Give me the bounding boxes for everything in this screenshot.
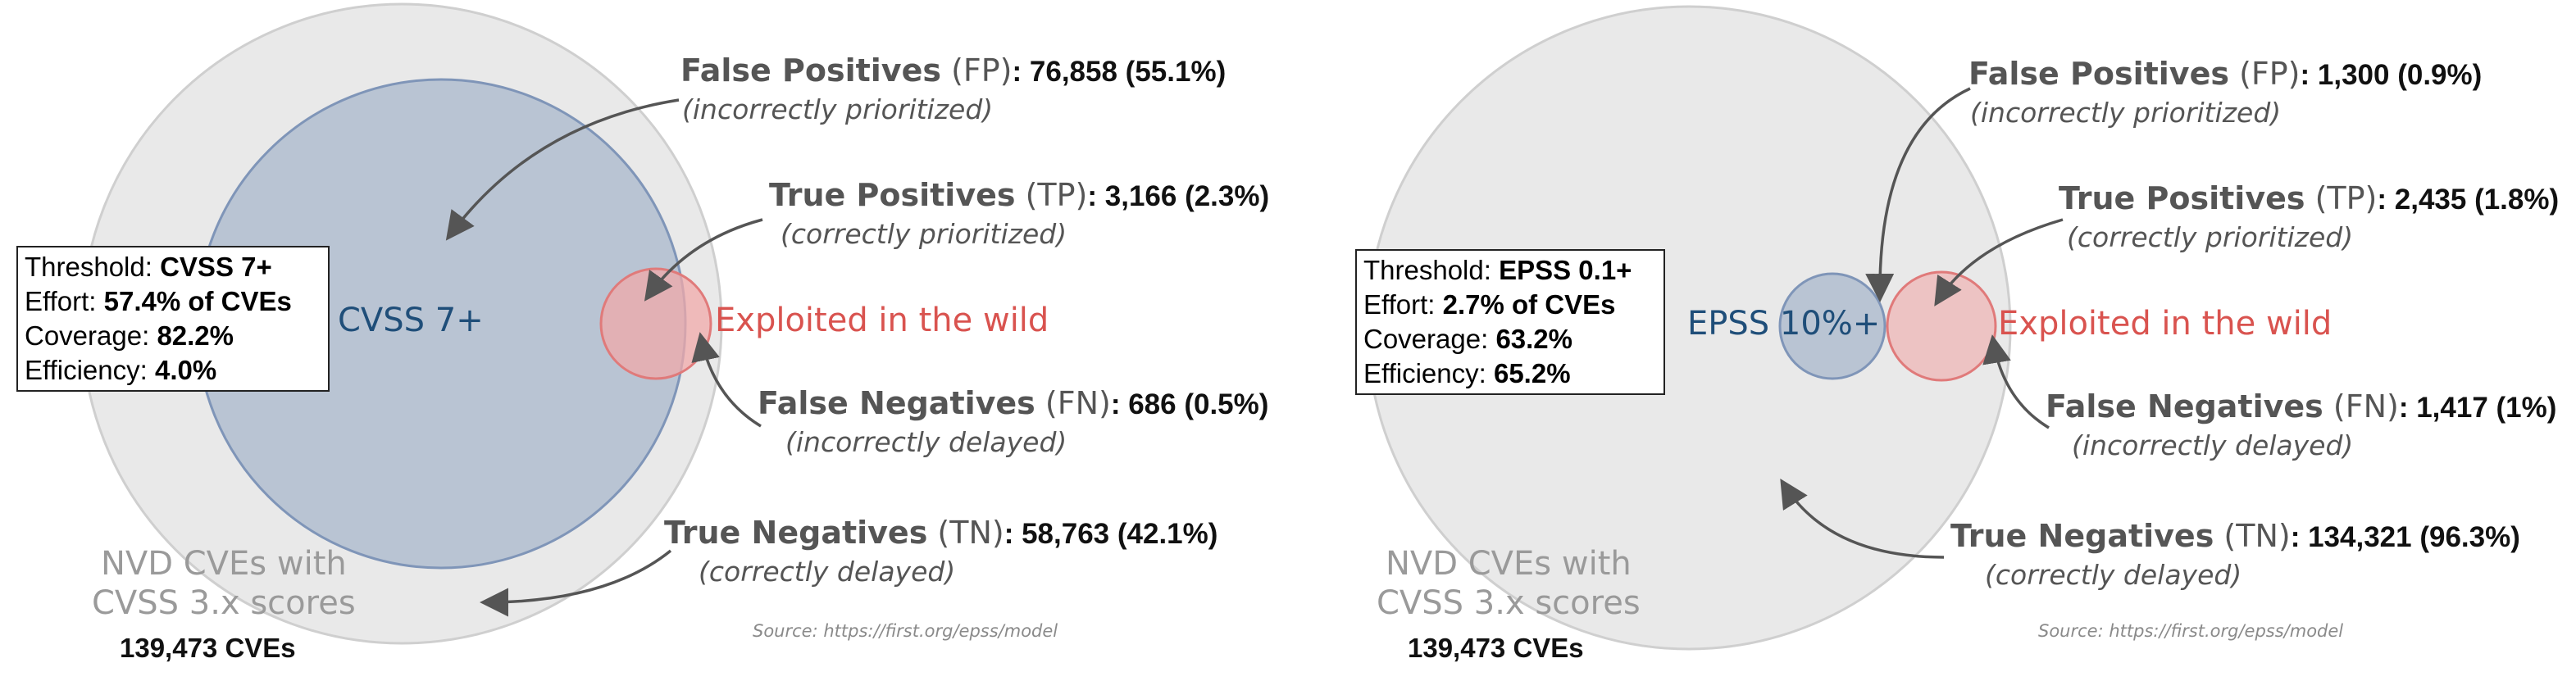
- coverage-value: 63.2%: [1495, 324, 1573, 354]
- fn-arrow: [691, 332, 762, 428]
- universe-label: NVD CVEs with CVSS 3.x scores: [1377, 545, 1641, 622]
- source-note: Source: https://first.org/epss/model: [753, 621, 1058, 641]
- tn-arrow: [480, 549, 672, 617]
- tn-arrow: [1780, 479, 1945, 559]
- fn-subtitle: (incorrectly delayed): [785, 426, 1067, 458]
- cvss-venn-diagram: [80, 2, 763, 645]
- cvss-panel: Threshold: CVSS 7+ Effort: 57.4% of CVEs…: [16, 2, 1270, 663]
- fp-arrow: [445, 98, 680, 241]
- efficiency-value: 65.2%: [1493, 358, 1571, 388]
- epss-venn-diagram: [1366, 5, 2064, 651]
- fn-label: False Negatives (FN): 686 (0.5%): [758, 385, 1269, 421]
- universe-count: 139,473 CVEs: [120, 633, 296, 663]
- exploited-circle: [599, 267, 712, 380]
- tp-label: True Positives (TP): 3,166 (2.3%): [769, 177, 1270, 213]
- universe-label: NVD CVEs with CVSS 3.x scores: [92, 545, 356, 622]
- fn-arrow: [1982, 334, 2050, 429]
- effort-value: 2.7% of CVEs: [1442, 289, 1616, 320]
- prioritized-label: EPSS 10%+: [1687, 305, 1881, 343]
- fn-label: False Negatives (FN): 1,417 (1%): [2046, 388, 2557, 424]
- prioritized-circle: [1778, 272, 1886, 380]
- exploited-label: Exploited in the wild: [1998, 305, 2333, 343]
- tn-subtitle: (correctly delayed): [1985, 559, 2242, 591]
- tp-arrow: [644, 218, 763, 302]
- threshold-value: EPSS 0.1+: [1499, 255, 1632, 285]
- tn-label: True Negatives (TN): 134,321 (96.3%): [1950, 518, 2520, 554]
- threshold-box: Threshold: EPSS 0.1+ Effort: 2.7% of CVE…: [1355, 249, 1665, 395]
- tp-arrow: [1934, 218, 2064, 306]
- tn-subtitle: (correctly delayed): [699, 556, 956, 588]
- efficiency-value: 4.0%: [154, 355, 217, 385]
- exploited-circle: [1886, 270, 1997, 382]
- fp-label: False Positives (FP): 76,858 (55.1%): [680, 52, 1227, 89]
- effort-value: 57.4% of CVEs: [103, 286, 292, 316]
- threshold-box: Threshold: CVSS 7+ Effort: 57.4% of CVEs…: [16, 246, 330, 392]
- fp-subtitle: (incorrectly prioritized): [682, 93, 994, 125]
- source-note: Source: https://first.org/epss/model: [2038, 621, 2344, 641]
- coverage-value: 82.2%: [157, 320, 234, 351]
- universe-count: 139,473 CVEs: [1408, 633, 1584, 663]
- fn-subtitle: (incorrectly delayed): [2072, 429, 2354, 461]
- fp-subtitle: (incorrectly prioritized): [1970, 97, 2282, 129]
- tp-subtitle: (correctly prioritized): [2067, 221, 2354, 253]
- tn-label: True Negatives (TN): 58,763 (42.1%): [664, 515, 1218, 551]
- fp-label: False Positives (FP): 1,300 (0.9%): [1968, 56, 2483, 92]
- epss-panel: Threshold: EPSS 0.1+ Effort: 2.7% of CVE…: [1288, 0, 2576, 681]
- tp-subtitle: (correctly prioritized): [781, 218, 1067, 250]
- exploited-label: Exploited in the wild: [715, 302, 1049, 339]
- tp-label: True Positives (TP): 2,435 (1.8%): [2059, 180, 2560, 216]
- threshold-value: CVSS 7+: [160, 252, 272, 282]
- fp-arrow: [1865, 87, 1971, 302]
- prioritized-label: CVSS 7+: [338, 302, 484, 339]
